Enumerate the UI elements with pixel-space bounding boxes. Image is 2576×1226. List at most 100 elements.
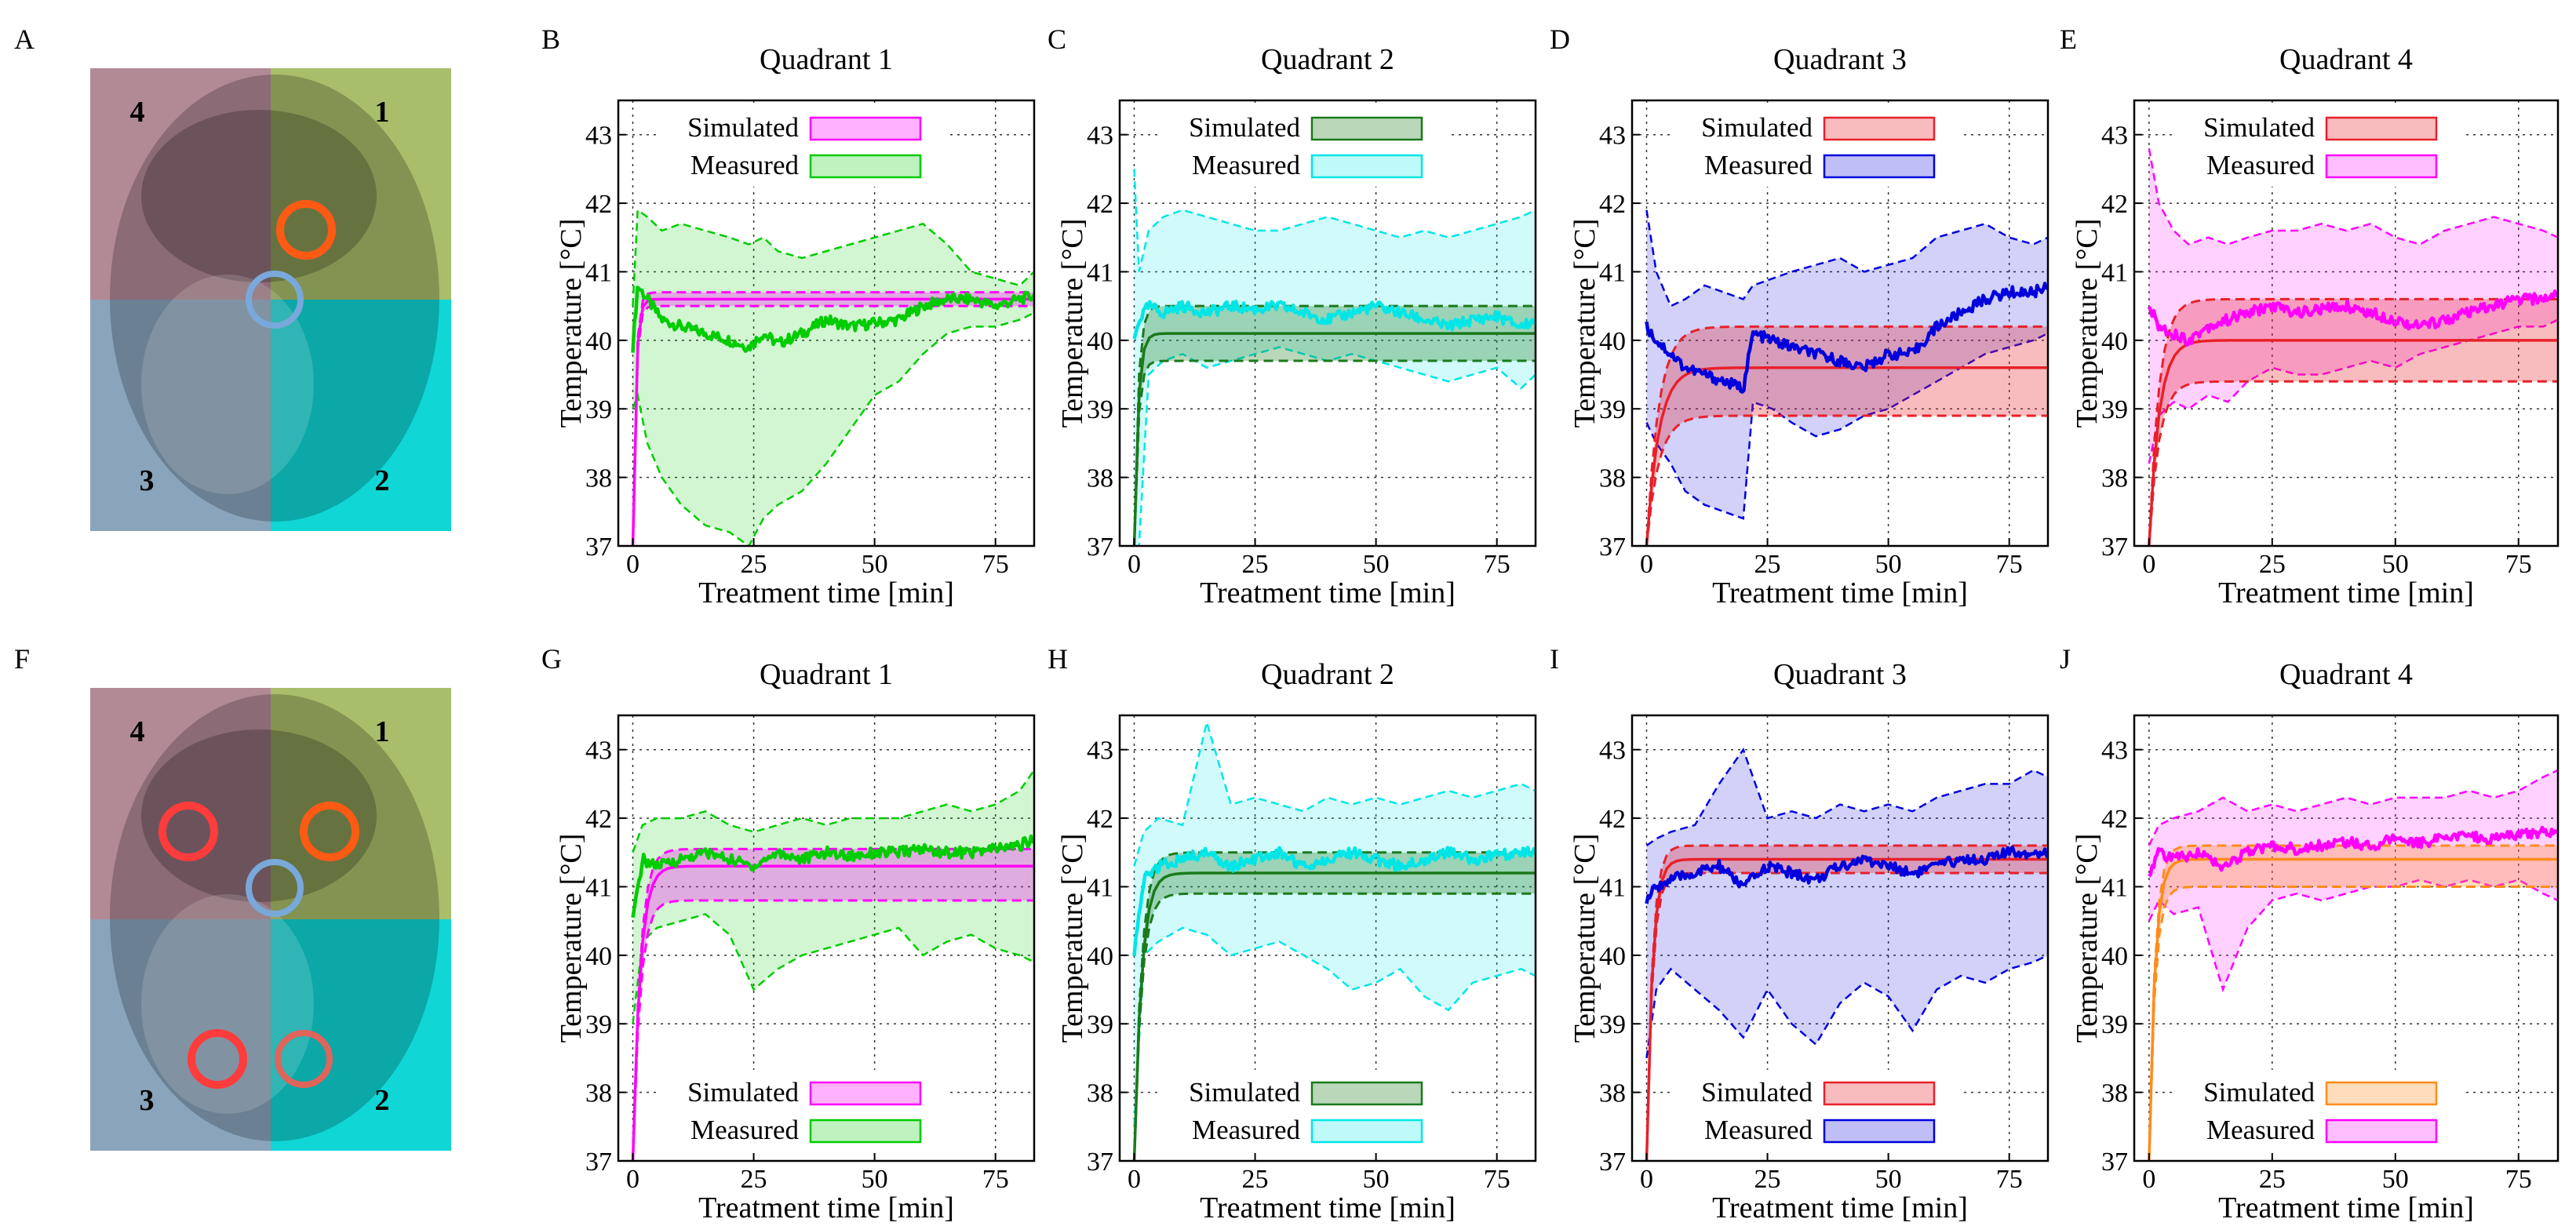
measured-range-band — [1134, 169, 1536, 546]
simulated-mean-line — [2148, 339, 2558, 546]
organ-shape — [141, 110, 377, 282]
x-tick-label: 0 — [1128, 1165, 1141, 1194]
x-tick-label: 50 — [2382, 550, 2409, 579]
y-tick-label: 37 — [2101, 1148, 2128, 1177]
panel-letter-B: B — [541, 24, 560, 55]
x-tick-label: 75 — [982, 1165, 1009, 1194]
measured-mean-line — [1132, 299, 1536, 340]
y-tick-label: 42 — [1599, 805, 1626, 834]
chart-panel-g: G Quadrant 1 37 38 39 40 41 42 43 0 25 50 75 Treatmen… — [541, 643, 1036, 1224]
legend-measured-swatch — [2325, 1119, 2438, 1144]
chart-panel-i: I Quadrant 3 37 38 39 40 41 42 43 0 25 50 75 Treatmen… — [1550, 643, 2050, 1224]
y-tick-label: 38 — [1087, 1079, 1113, 1108]
x-tick-label: 50 — [862, 1165, 888, 1194]
y-tick-label: 43 — [1599, 122, 1626, 151]
y-tick-label: 39 — [1087, 395, 1113, 424]
legend-simulated-label: Simulated — [2203, 1077, 2315, 1108]
x-tick-label: 50 — [862, 550, 888, 579]
legend: Simulated Measured — [2172, 1070, 2462, 1151]
simulated-mean-line — [1132, 332, 1536, 546]
orange-circle — [276, 200, 336, 260]
y-tick-label: 42 — [1087, 805, 1113, 834]
legend-measured-swatch — [809, 1119, 922, 1144]
measured-range-band — [1134, 722, 1536, 1127]
measured-range-band — [632, 209, 1034, 546]
y-tick-label: 41 — [1087, 258, 1113, 287]
quadrant-label-1: 1 — [375, 96, 390, 129]
simulated-max-line — [1132, 304, 1536, 546]
measured-max-line — [1133, 169, 1536, 272]
x-tick-label: 50 — [1363, 1165, 1390, 1194]
plot-area — [631, 769, 1034, 1161]
x-tick-label: 75 — [982, 550, 1009, 579]
x-axis-label: Treatment time [min] — [1712, 1191, 1968, 1224]
y-tick-label: 40 — [2101, 942, 2128, 971]
measured-min-line — [1133, 926, 1536, 1127]
panel-letter-H: H — [1048, 643, 1068, 675]
y-tick-label: 43 — [2101, 122, 2128, 151]
quadrant-3-region — [90, 919, 271, 1151]
legend-background — [1670, 105, 1960, 187]
legend-measured-label: Measured — [2206, 1115, 2315, 1145]
panel-letter-G: G — [541, 643, 562, 675]
y-tick-label: 41 — [1599, 258, 1626, 287]
x-tick-label: 25 — [1242, 1165, 1269, 1194]
plot-area — [1132, 169, 1536, 546]
legend-background — [656, 1070, 946, 1151]
x-tick-label: 0 — [1128, 550, 1141, 579]
quadrant-label-4: 4 — [130, 715, 145, 748]
legend-simulated-swatch — [1823, 1081, 1936, 1106]
plot-area — [2148, 769, 2558, 1161]
y-tick-label: 38 — [2101, 464, 2128, 493]
y-tick-label: 43 — [1599, 737, 1626, 766]
legend-simulated-swatch — [809, 1081, 922, 1106]
y-tick-label: 39 — [1087, 1010, 1113, 1039]
x-tick-label: 25 — [2259, 1165, 2286, 1194]
measured-range-band — [632, 769, 1034, 1024]
axes-frame — [2133, 714, 2560, 1162]
y-tick-label: 37 — [1599, 533, 1626, 562]
x-axis-label: Treatment time [min] — [1712, 577, 1968, 609]
y-tick-label: 40 — [1599, 327, 1626, 356]
measured-mean-line — [1645, 282, 2048, 394]
panel-letter-D: D — [1550, 24, 1570, 55]
axes-frame — [1630, 99, 2050, 548]
y-tick-label: 40 — [585, 327, 612, 356]
y-tick-label: 42 — [1087, 190, 1113, 219]
y-tick-label: 39 — [585, 1010, 612, 1039]
y-tick-label: 37 — [1087, 533, 1113, 562]
red-circle — [275, 1030, 333, 1088]
legend-measured-swatch — [2325, 154, 2438, 179]
chart-title: Quadrant 2 — [1261, 43, 1394, 76]
measured-range-band — [2148, 769, 2558, 990]
axes-frame — [617, 714, 1036, 1162]
x-tick-label: 75 — [2505, 1165, 2532, 1194]
measured-min-line — [2148, 879, 2558, 993]
panel-letter-A: A — [14, 24, 35, 55]
legend-simulated-label: Simulated — [2203, 112, 2315, 143]
x-tick-label: 25 — [2259, 550, 2286, 579]
simulated-range-band — [1646, 326, 2048, 546]
legend-simulated-label: Simulated — [687, 1077, 799, 1108]
y-tick-label: 43 — [1087, 737, 1113, 766]
measured-min-line — [1134, 346, 1536, 546]
y-tick-label: 41 — [2101, 258, 2128, 287]
x-axis-label: Treatment time [min] — [698, 577, 954, 609]
legend-simulated-swatch — [2325, 1081, 2438, 1106]
y-tick-label: 43 — [585, 737, 612, 766]
y-axis-label: Temperature [°C] — [1569, 834, 1601, 1043]
legend-simulated-label: Simulated — [1701, 112, 1813, 143]
y-tick-label: 41 — [1599, 873, 1626, 902]
x-tick-label: 50 — [2382, 1165, 2409, 1194]
axes-frame — [1118, 714, 1537, 1162]
measured-max-line — [632, 769, 1034, 853]
plot-area — [631, 208, 1034, 546]
y-tick-label: 39 — [1599, 395, 1626, 424]
quadrant-3-region — [90, 300, 271, 531]
x-axis-label: Treatment time [min] — [2218, 577, 2474, 609]
simulated-range-band — [632, 849, 1034, 1161]
y-tick-label: 42 — [585, 190, 612, 219]
x-tick-label: 50 — [1875, 550, 1902, 579]
x-tick-label: 0 — [1640, 1165, 1653, 1194]
